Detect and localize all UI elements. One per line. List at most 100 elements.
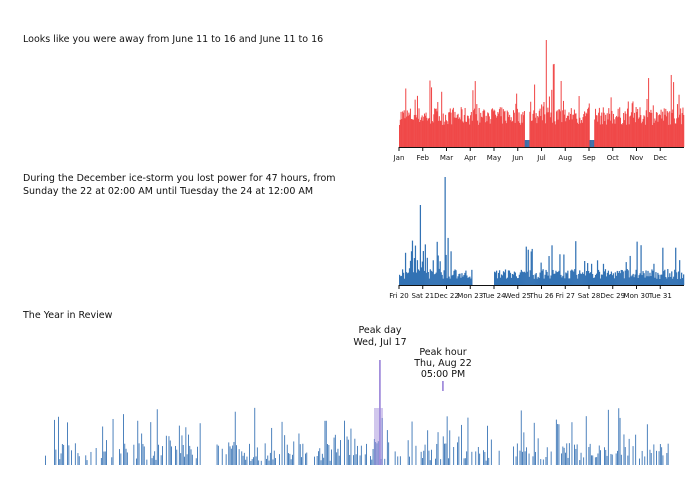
day-bar xyxy=(666,116,668,147)
hour-bar xyxy=(633,277,635,285)
hour-bar xyxy=(460,277,462,285)
hour-bar xyxy=(626,269,628,285)
hour-bar xyxy=(440,272,442,285)
day-bar xyxy=(567,116,569,147)
day-bar xyxy=(573,109,575,147)
day-bar xyxy=(659,114,661,147)
day-bar xyxy=(513,112,515,147)
day-bar xyxy=(521,122,523,147)
review-bar xyxy=(60,453,62,465)
x-tick-label: Aug xyxy=(558,154,572,162)
day-bar xyxy=(665,108,667,147)
day-bar xyxy=(573,114,575,147)
day-bar xyxy=(605,114,607,147)
hour-bar xyxy=(404,252,407,285)
day-bar xyxy=(641,123,643,147)
day-bar xyxy=(511,121,513,147)
day-bar xyxy=(441,91,443,147)
x-tick-label: Sat 28 xyxy=(578,292,601,300)
hour-bar xyxy=(452,274,454,285)
day-bar xyxy=(612,123,614,147)
day-bar xyxy=(602,124,604,147)
day-bar xyxy=(479,122,481,147)
day-bar xyxy=(418,108,420,147)
day-bar xyxy=(505,120,507,147)
hour-bar xyxy=(450,251,452,285)
day-bar xyxy=(592,140,594,147)
hour-bar xyxy=(432,260,434,285)
hour-bar xyxy=(515,276,518,285)
hour-bar xyxy=(623,278,625,285)
day-bar xyxy=(607,119,609,147)
day-bar xyxy=(487,112,489,147)
hour-bar xyxy=(612,273,614,285)
day-bar xyxy=(486,121,488,147)
day-bar xyxy=(462,121,464,147)
day-bar xyxy=(667,112,669,147)
day-bar xyxy=(413,114,415,147)
day-bar xyxy=(553,63,555,148)
day-bar xyxy=(640,115,642,147)
day-bar xyxy=(420,117,422,147)
hour-bar xyxy=(536,278,538,285)
review-bar xyxy=(111,457,113,465)
day-bar xyxy=(520,114,522,147)
review-bar xyxy=(448,458,449,465)
hour-bar xyxy=(417,269,420,285)
review-bar xyxy=(464,458,466,465)
hour-bar xyxy=(638,275,640,285)
hour-bar xyxy=(601,274,604,285)
review-bar xyxy=(123,414,124,465)
review-bar xyxy=(513,446,514,465)
hour-bar xyxy=(602,263,605,285)
hour-bar xyxy=(561,277,563,285)
hour-bar xyxy=(522,272,524,285)
day-bar xyxy=(595,115,597,147)
day-bar xyxy=(643,115,645,147)
day-bar xyxy=(448,112,450,147)
day-bar xyxy=(558,109,560,147)
review-bar xyxy=(359,455,361,465)
day-bar xyxy=(565,121,567,147)
hour-bar xyxy=(592,277,595,285)
review-bar xyxy=(185,427,187,465)
hour-bar xyxy=(644,277,646,285)
x-tick-label: Jul xyxy=(536,154,546,162)
hour-bar xyxy=(595,273,598,285)
hour-bar xyxy=(617,272,619,285)
review-bar xyxy=(314,456,315,465)
day-bar xyxy=(578,96,580,147)
day-bar xyxy=(464,107,466,147)
review-bar xyxy=(168,436,170,465)
day-bar xyxy=(473,110,475,147)
hour-bar xyxy=(530,251,532,285)
hour-bar xyxy=(625,262,627,285)
hour-bar xyxy=(429,269,431,285)
hour-bar xyxy=(539,272,541,285)
day-bar xyxy=(577,124,579,147)
hour-bar xyxy=(672,278,674,285)
day-bar xyxy=(645,110,647,147)
day-bar xyxy=(499,107,501,147)
day-bar xyxy=(627,101,629,147)
review-bar xyxy=(591,455,592,465)
review-bar xyxy=(646,424,648,465)
x-tick-label: Oct xyxy=(607,154,619,162)
day-bar xyxy=(556,110,558,147)
day-bar xyxy=(623,113,625,147)
hour-bar xyxy=(587,263,589,285)
review-bar xyxy=(349,454,351,465)
hour-bar xyxy=(618,271,620,285)
review-bar xyxy=(535,451,536,465)
day-bar xyxy=(492,111,494,147)
hour-bar xyxy=(497,272,500,285)
review-bar xyxy=(45,455,46,465)
review-bar xyxy=(160,455,162,465)
review-bar xyxy=(250,460,252,465)
day-bar xyxy=(617,108,619,147)
hour-bar xyxy=(673,276,675,285)
day-bar xyxy=(655,112,657,147)
hour-bar xyxy=(622,271,624,285)
review-bar xyxy=(399,456,401,465)
